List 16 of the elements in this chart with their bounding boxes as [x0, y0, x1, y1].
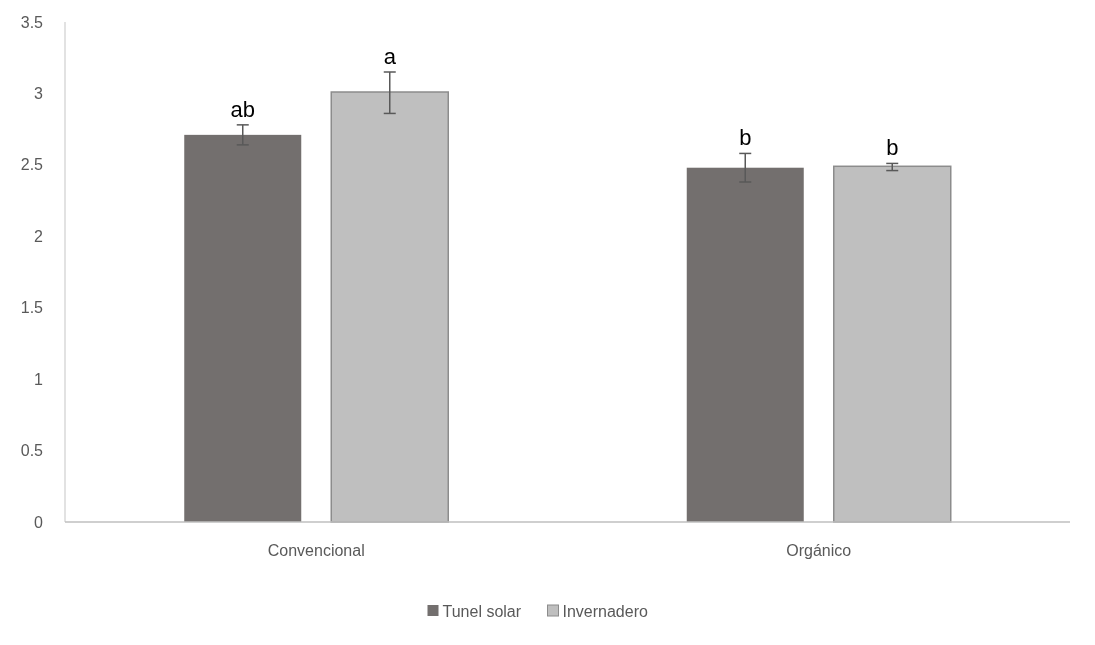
data-label: ab: [230, 96, 255, 122]
data-label: b: [739, 125, 752, 151]
legend-label: Invernadero: [562, 602, 648, 620]
y-tick-label: 3.5: [20, 13, 44, 31]
y-tick-label: 1: [34, 370, 44, 388]
y-tick-label: 2.5: [20, 156, 44, 174]
legend-label: Tunel solar: [442, 602, 522, 620]
y-tick-label: 2: [34, 227, 44, 245]
data-label: a: [383, 44, 397, 69]
y-tick-label: 0: [34, 513, 44, 531]
y-tick-label: 3: [34, 85, 44, 103]
x-tick-label: Orgánico: [786, 542, 852, 559]
y-tick-label: 0.5: [20, 442, 44, 460]
x-tick-label: Convencional: [267, 542, 365, 559]
y-tick-label: 1.5: [20, 299, 44, 317]
data-label: b: [886, 135, 899, 161]
